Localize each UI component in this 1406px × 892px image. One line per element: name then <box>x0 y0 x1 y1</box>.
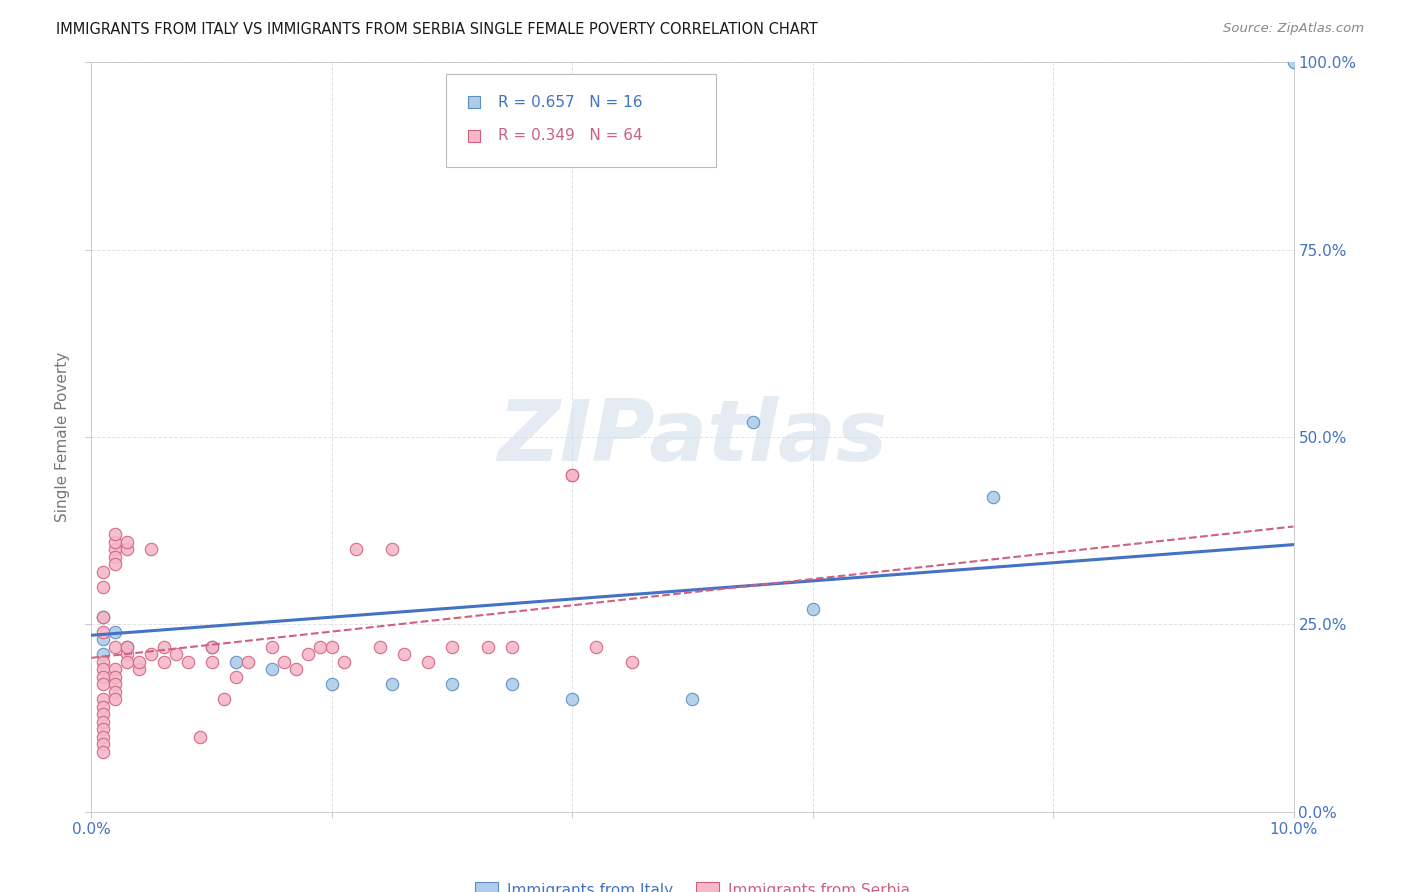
Point <box>801 602 824 616</box>
Point <box>392 648 415 662</box>
Point <box>321 677 343 691</box>
Point <box>93 723 115 737</box>
Point <box>117 648 139 662</box>
Point <box>561 692 583 706</box>
Point <box>93 565 115 579</box>
Point <box>344 542 367 557</box>
Point <box>201 640 224 654</box>
Point <box>104 662 127 676</box>
Point <box>333 655 356 669</box>
Text: ZIPatlas: ZIPatlas <box>498 395 887 479</box>
Point <box>284 662 307 676</box>
Text: Source: ZipAtlas.com: Source: ZipAtlas.com <box>1223 22 1364 36</box>
Point <box>128 662 150 676</box>
Point <box>561 467 583 482</box>
Point <box>93 699 115 714</box>
Point <box>141 542 163 557</box>
Point <box>93 707 115 722</box>
Point <box>225 670 247 684</box>
Point <box>104 549 127 564</box>
Point <box>188 730 211 744</box>
Point <box>561 467 583 482</box>
Point <box>440 640 463 654</box>
Point <box>141 648 163 662</box>
Text: IMMIGRANTS FROM ITALY VS IMMIGRANTS FROM SERBIA SINGLE FEMALE POVERTY CORRELATIO: IMMIGRANTS FROM ITALY VS IMMIGRANTS FROM… <box>56 22 818 37</box>
Point <box>201 655 224 669</box>
Point <box>93 677 115 691</box>
Point <box>236 655 259 669</box>
Point <box>212 692 235 706</box>
Point <box>104 640 127 654</box>
Point <box>117 640 139 654</box>
Point <box>104 670 127 684</box>
Y-axis label: Single Female Poverty: Single Female Poverty <box>55 352 70 522</box>
Point <box>104 624 127 639</box>
Point <box>104 692 127 706</box>
Point <box>1282 55 1305 70</box>
Point <box>273 655 295 669</box>
Point <box>260 662 283 676</box>
Point <box>440 677 463 691</box>
Point <box>93 632 115 647</box>
Point <box>104 527 127 541</box>
Point <box>93 670 115 684</box>
Point <box>117 542 139 557</box>
Text: R = 0.349   N = 64: R = 0.349 N = 64 <box>498 128 643 144</box>
Point <box>117 655 139 669</box>
Point <box>93 737 115 751</box>
Point <box>416 655 439 669</box>
Point <box>93 648 115 662</box>
Point <box>260 640 283 654</box>
Point <box>621 655 644 669</box>
Point <box>93 655 115 669</box>
Point <box>93 624 115 639</box>
Point <box>981 490 1004 504</box>
Point <box>93 692 115 706</box>
Point <box>93 730 115 744</box>
Point <box>93 610 115 624</box>
Point <box>104 542 127 557</box>
Point <box>201 640 224 654</box>
Point <box>321 640 343 654</box>
Point <box>308 640 330 654</box>
Point <box>501 677 523 691</box>
Point <box>128 655 150 669</box>
Point <box>165 648 187 662</box>
Point <box>176 655 198 669</box>
Point <box>93 745 115 759</box>
Point <box>93 662 115 676</box>
Point <box>477 640 499 654</box>
Point <box>104 677 127 691</box>
Point <box>381 542 404 557</box>
Point <box>117 640 139 654</box>
Point <box>93 580 115 594</box>
Point <box>681 692 703 706</box>
Point <box>741 415 763 429</box>
Point <box>368 640 391 654</box>
Point <box>381 677 404 691</box>
Point <box>297 648 319 662</box>
FancyBboxPatch shape <box>446 74 717 168</box>
Point <box>117 535 139 549</box>
Point <box>104 685 127 699</box>
Point <box>585 640 607 654</box>
Point <box>93 610 115 624</box>
Point <box>152 640 174 654</box>
Point <box>104 535 127 549</box>
Point <box>152 655 174 669</box>
Text: R = 0.657   N = 16: R = 0.657 N = 16 <box>498 95 643 110</box>
Point <box>501 640 523 654</box>
Point <box>104 558 127 572</box>
Point <box>93 714 115 729</box>
Point <box>225 655 247 669</box>
Legend: Immigrants from Italy, Immigrants from Serbia: Immigrants from Italy, Immigrants from S… <box>468 876 917 892</box>
